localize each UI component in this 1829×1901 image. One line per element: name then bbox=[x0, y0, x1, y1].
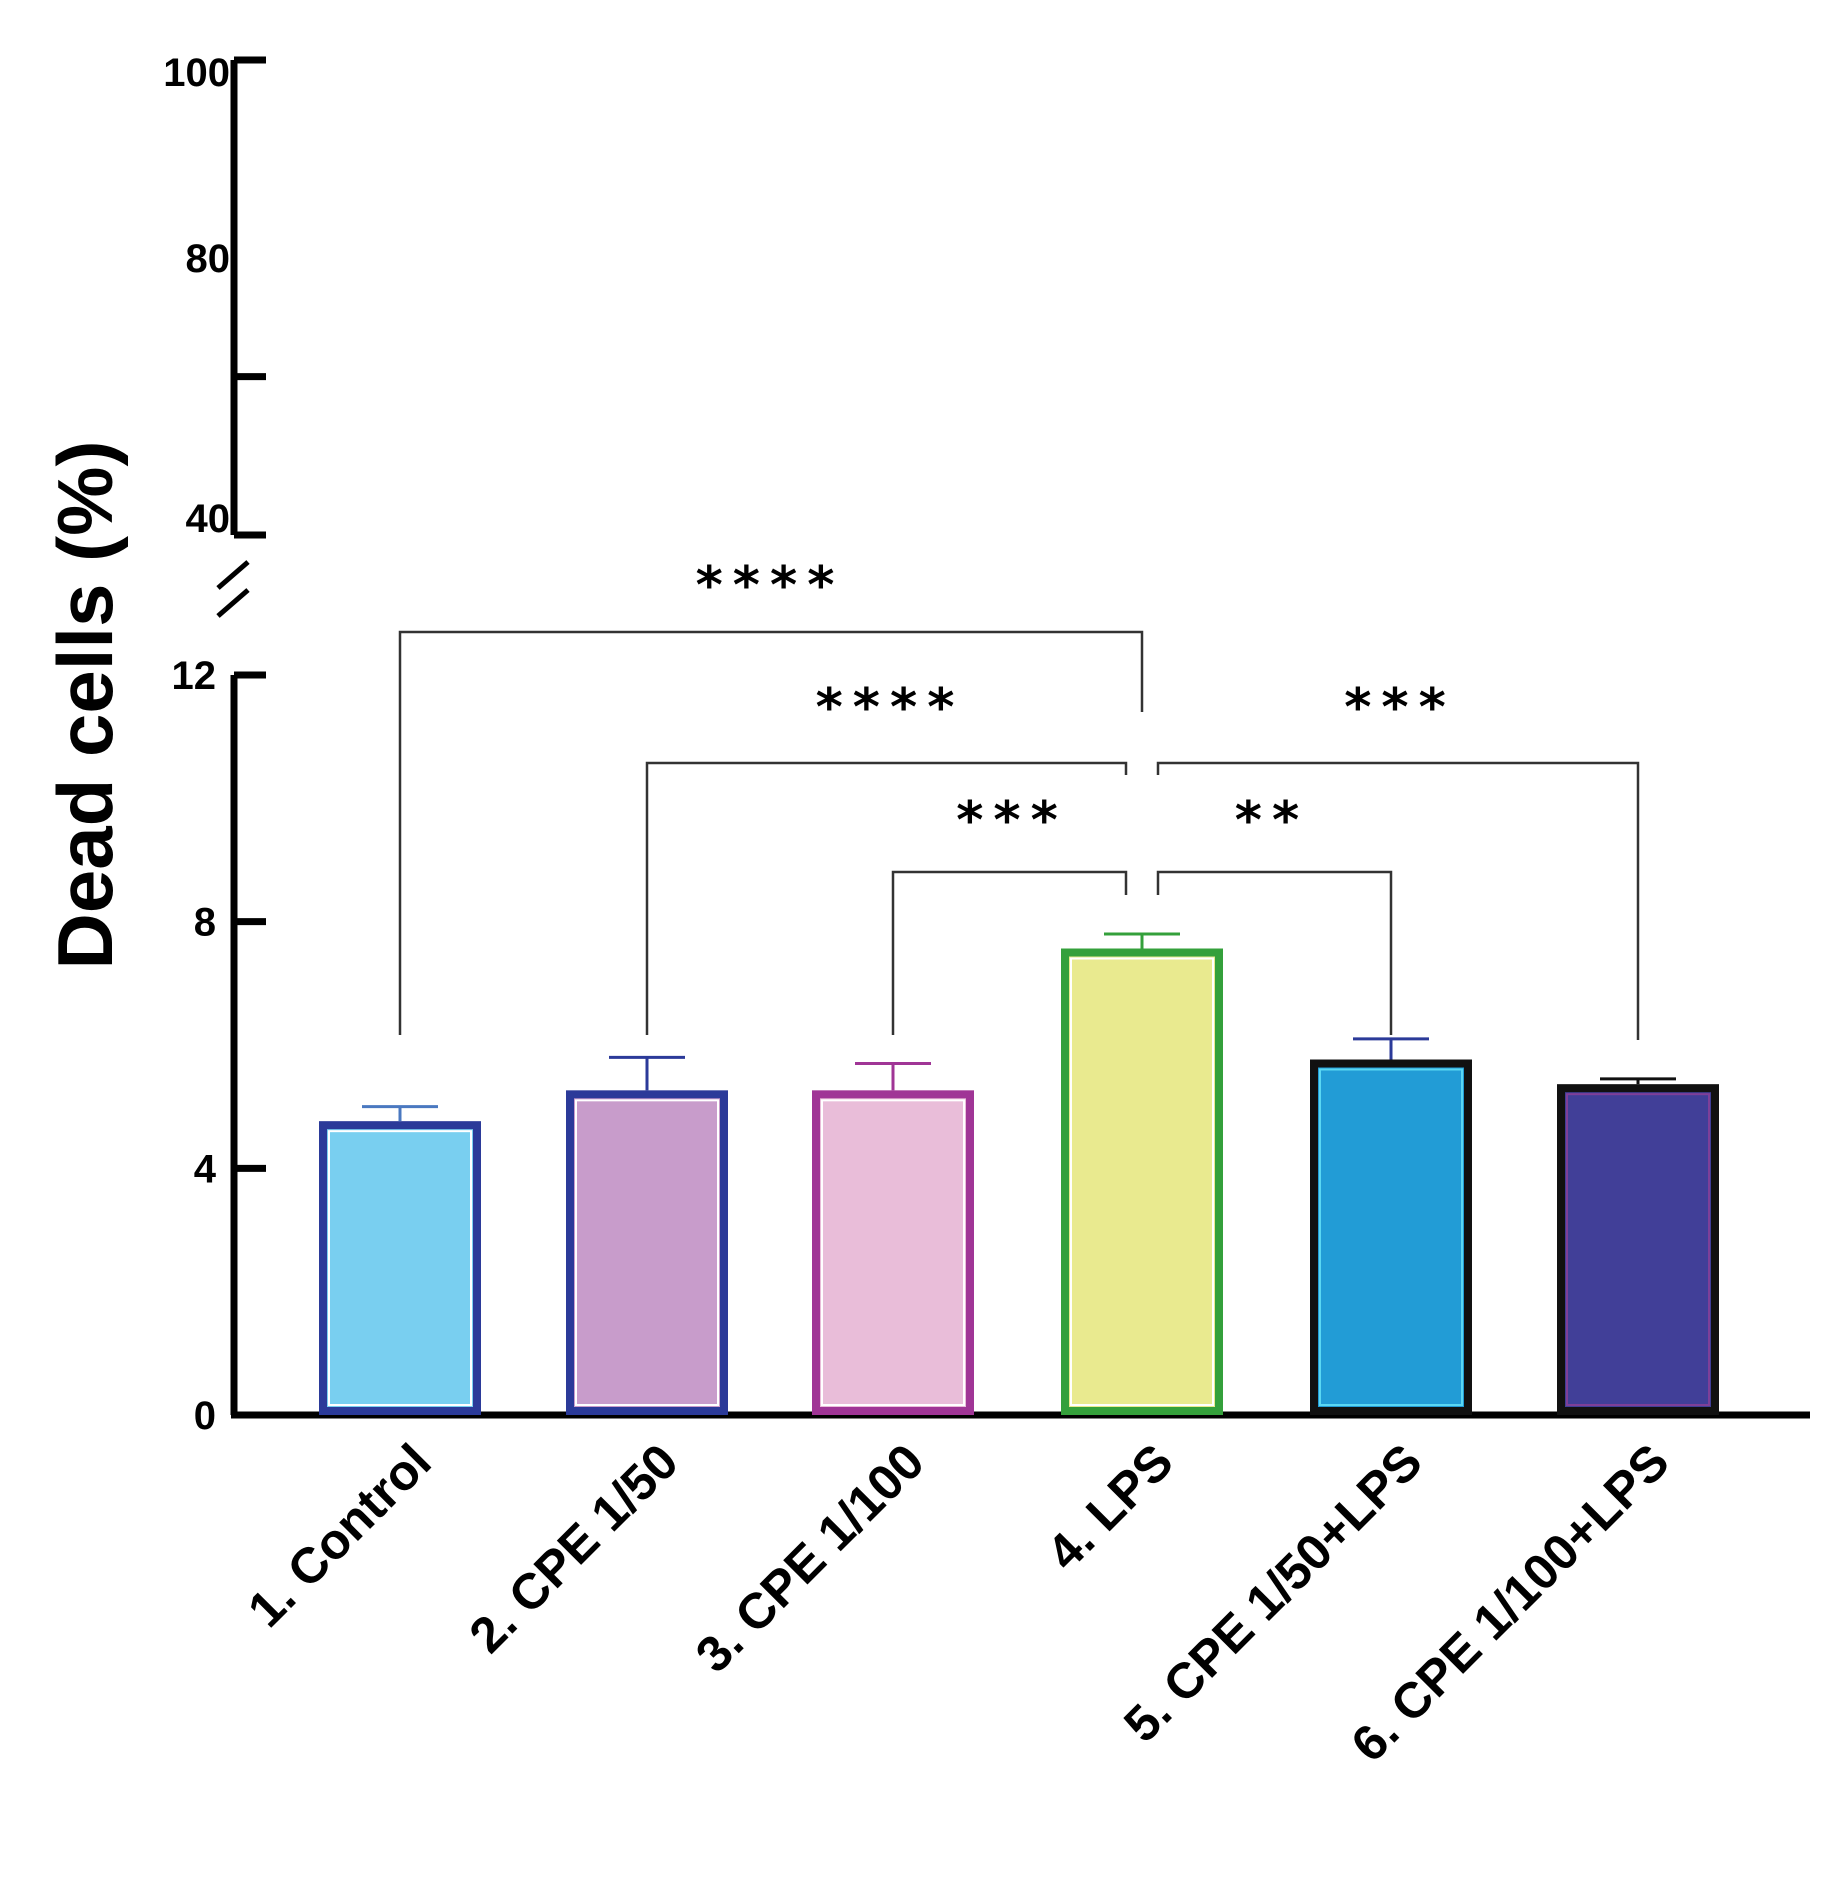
y-axis-label: Dead cells (%) bbox=[41, 441, 129, 970]
y-tick-label: 40 bbox=[186, 497, 231, 541]
significance-brackets bbox=[398, 630, 1640, 1040]
significance-bracket bbox=[1156, 870, 1393, 1035]
significance-bracket bbox=[398, 630, 1144, 1035]
axis-break-mark bbox=[216, 588, 250, 618]
significance-bracket bbox=[891, 870, 1128, 1035]
y-tick-label: 8 bbox=[194, 901, 216, 945]
bar bbox=[1310, 1059, 1472, 1415]
x-category-label: 3. CPE 1/100 bbox=[685, 1433, 935, 1683]
bar bbox=[1557, 1084, 1719, 1415]
x-category-label: 1. Control bbox=[237, 1433, 442, 1638]
bar bbox=[1061, 948, 1223, 1415]
axis-break-mark bbox=[216, 560, 250, 590]
bar-inner-outline bbox=[821, 1099, 965, 1407]
bar-inner-outline bbox=[1566, 1093, 1710, 1406]
bar-inner-outline bbox=[575, 1099, 719, 1407]
x-category-label: 2. CPE 1/50 bbox=[459, 1433, 689, 1663]
axes bbox=[216, 56, 1810, 1419]
significance-bracket bbox=[1156, 761, 1640, 1040]
y-tick-label: 100 bbox=[163, 51, 230, 95]
significance-label: ** bbox=[1235, 791, 1309, 851]
bar bbox=[812, 1090, 974, 1416]
y-tick-label: 4 bbox=[194, 1147, 217, 1191]
significance-bracket bbox=[645, 761, 1128, 1035]
significance-label: *** bbox=[1344, 678, 1456, 738]
error-bars bbox=[362, 932, 1676, 1122]
significance-label: **** bbox=[696, 556, 845, 616]
bar bbox=[566, 1090, 728, 1416]
y-tick-label: 80 bbox=[186, 237, 231, 281]
y-tick-label: 0 bbox=[194, 1394, 216, 1438]
bar bbox=[319, 1121, 481, 1415]
bar-inner-outline bbox=[1319, 1068, 1463, 1406]
y-tick-label: 12 bbox=[172, 654, 217, 698]
bar-inner-outline bbox=[1070, 957, 1214, 1406]
bar-inner-outline bbox=[328, 1130, 472, 1406]
significance-label: **** bbox=[816, 678, 965, 738]
bars bbox=[319, 948, 1719, 1416]
significance-label: *** bbox=[956, 791, 1068, 851]
x-category-label: 4. LPS bbox=[1036, 1433, 1184, 1581]
